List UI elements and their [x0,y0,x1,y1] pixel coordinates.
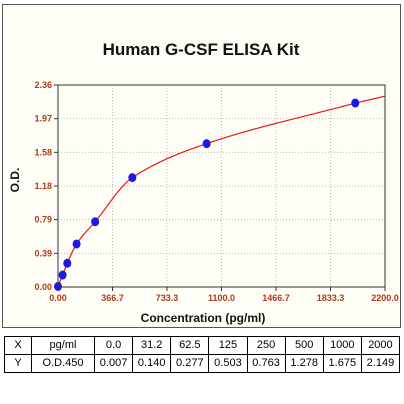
row-label-y: Y [4,354,32,373]
chart-title: Human G-CSF ELISA Kit [103,40,300,59]
cell-x: 1000 [322,336,362,355]
cell-x: 0.0 [93,336,134,355]
cell-x: 31.2 [132,336,172,355]
y-tick-label: 2.36 [34,80,52,90]
data-point [72,239,81,249]
row-label-x: X [4,336,32,355]
y-tick-label: 1.18 [34,181,52,191]
cell-y: 0.140 [132,354,172,373]
row-unit-y: O.D.450 [31,354,95,373]
cell-x: 125 [208,336,248,355]
cell-y: 2.149 [360,354,401,373]
cell-y: 0.277 [170,354,210,373]
fit-curve [57,95,386,287]
cell-y: 1.675 [322,354,362,373]
x-tick-label: 1100.0 [208,293,235,303]
y-tick-label: 0.00 [34,282,52,292]
y-tick-label: 1.58 [34,147,52,157]
cell-x: 62.5 [170,336,210,355]
curve-layer [57,95,386,287]
cell-x: 250 [246,336,286,355]
y-tick-label: 1.97 [34,114,52,124]
data-point [128,173,137,183]
x-tick-label: 0.00 [49,293,67,303]
data-point [202,139,211,149]
data-points [54,98,360,291]
cell-x: 500 [284,336,324,355]
x-tick-label: 733.3 [156,293,179,303]
x-axis-title: Concentration (pg/ml) [141,311,266,325]
chart-frame: Human G-CSF ELISA Kit Concentration (pg/… [2,4,401,328]
cell-y: 0.007 [93,354,134,373]
y-tick-label: 0.79 [34,215,52,225]
data-point [58,270,67,280]
plot-area [57,84,386,288]
x-tick-label: 1466.7 [262,293,290,303]
row-unit-x: pg/ml [31,336,95,355]
y-axis-title: O.D. [8,168,22,193]
y-tick-label: 0.39 [34,248,52,258]
data-point [63,258,72,268]
data-point [351,98,360,108]
grid [57,84,386,288]
cell-y: 1.278 [284,354,324,373]
data-table: X pg/ml 0.0 31.2 62.5 125 250 500 1000 2… [4,336,401,373]
chart: Human G-CSF ELISA Kit Concentration (pg/… [8,40,399,325]
axis-ticks: 0.00 366.7 733.3 1100.0 1466.7 1833.3 2200.0 0.… [34,80,398,303]
x-tick-label: 366.7 [101,293,124,303]
cell-x: 2000 [360,336,401,355]
data-point [91,217,100,227]
table-row-x: X pg/ml 0.0 31.2 62.5 125 250 500 1000 2… [4,336,401,355]
cell-y: 0.503 [208,354,248,373]
x-tick-label: 2200.0 [371,293,399,303]
cell-y: 0.763 [246,354,286,373]
x-tick-label: 1833.3 [317,293,345,303]
table-row-y: Y O.D.450 0.007 0.140 0.277 0.503 0.763 … [4,354,401,373]
